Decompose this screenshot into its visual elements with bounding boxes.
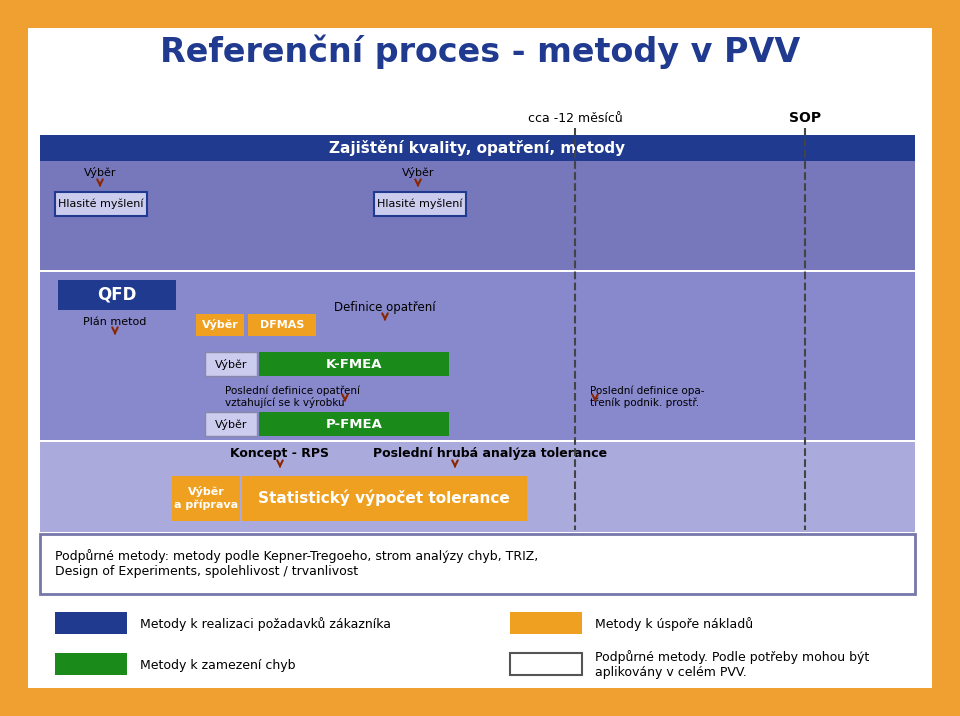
Bar [259,412,449,436]
Bar [510,653,582,675]
Bar [40,442,915,532]
Text: cca -12 měsíců: cca -12 měsíců [528,112,622,125]
Bar [40,135,915,161]
Text: K-FMEA: K-FMEA [325,357,382,370]
Text: Definice opatření: Definice opatření [334,301,436,314]
Text: P-FMEA: P-FMEA [325,417,382,430]
Text: Plán metod: Plán metod [84,317,147,327]
Text: Metody k zamezení chyb: Metody k zamezení chyb [140,659,296,672]
Text: Výběr: Výběr [84,168,116,178]
Text: Výběr: Výběr [202,319,238,331]
Bar [40,534,915,594]
Bar [205,352,257,376]
Bar [55,612,127,634]
Bar [242,476,527,521]
Bar [55,653,127,675]
Text: Poslední definice opa-
třeník podnik. prostř.: Poslední definice opa- třeník podnik. pr… [590,385,705,407]
Text: DFMAS: DFMAS [260,320,304,330]
Text: SOP: SOP [789,111,821,125]
Text: Výběr: Výběr [215,359,248,369]
Bar [510,612,582,634]
Text: Výběr: Výběr [215,418,248,430]
Bar [374,192,466,216]
Text: Hlasité myšlení: Hlasité myšlení [377,199,463,209]
Text: Hlasité myšlení: Hlasité myšlení [59,199,144,209]
Bar [58,280,176,310]
Text: Podpůrné metody. Podle potřeby mohou být
aplikovány v celém PVV.: Podpůrné metody. Podle potřeby mohou být… [595,651,869,679]
Text: Zajištění kvality, opatření, metody: Zajištění kvality, opatření, metody [329,140,626,156]
Bar [205,412,257,436]
Bar [40,135,915,270]
Bar [196,314,244,336]
Text: Výběr: Výběr [401,168,434,178]
Bar [55,192,147,216]
Text: QFD: QFD [97,286,136,304]
Text: Podpůrné metody: metody podle Kepner-Tregoeho, strom analýzy chyb, TRIZ,
Design : Podpůrné metody: metody podle Kepner-Tre… [55,549,539,579]
Text: Referenční proces - metody v PVV: Referenční proces - metody v PVV [160,35,800,69]
Bar [40,272,915,440]
Text: Metody k realizaci požadavků zákazníka: Metody k realizaci požadavků zákazníka [140,617,391,631]
Text: Statistický výpočet tolerance: Statistický výpočet tolerance [258,490,510,506]
Text: Výběr
a příprava: Výběr a příprava [174,486,238,510]
Text: Koncept - RPS: Koncept - RPS [230,448,329,460]
Text: Poslední hrubá analýza tolerance: Poslední hrubá analýza tolerance [372,448,607,460]
Bar [172,476,240,521]
Bar [248,314,316,336]
Text: Metody k úspoře nákladů: Metody k úspoře nákladů [595,617,754,631]
Text: Poslední definice opatření
vztahující se k výrobku: Poslední definice opatření vztahující se… [225,385,360,408]
Bar [259,352,449,376]
